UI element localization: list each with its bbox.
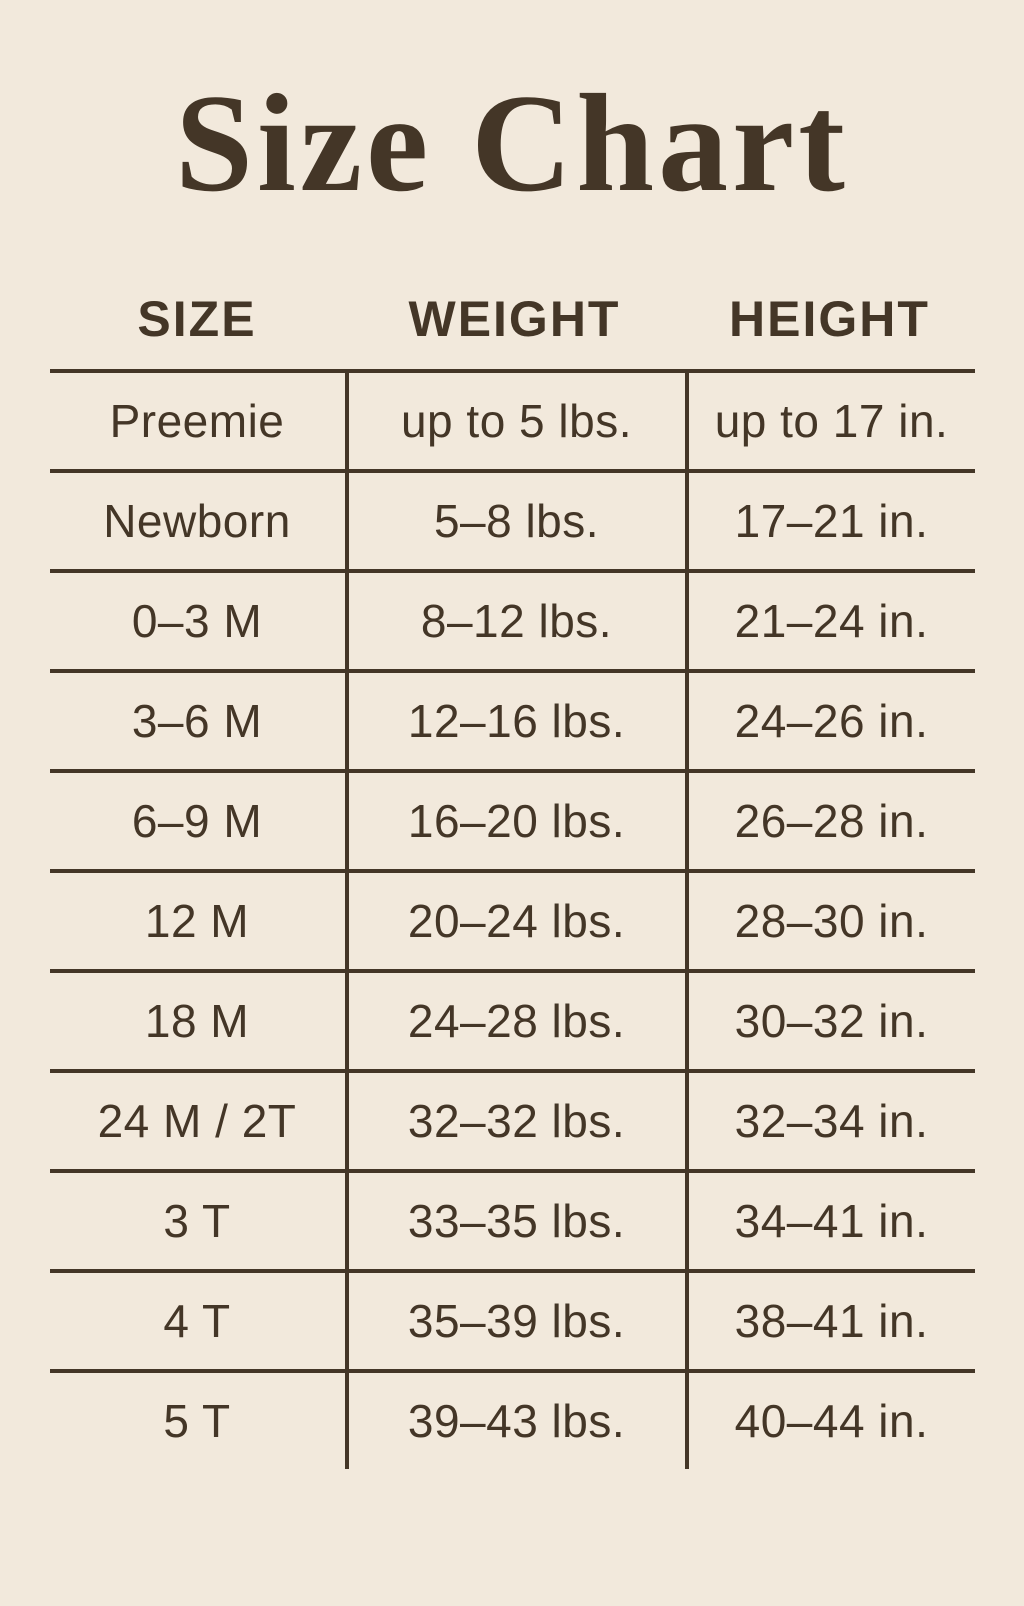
weight-cell: 16–20 lbs. bbox=[344, 769, 685, 869]
height-cell: 32–34 in. bbox=[684, 1069, 975, 1169]
size-chart-page: Size Chart SIZE WEIGHT HEIGHT Preemie up… bbox=[0, 70, 1024, 1606]
height-cell: 24–26 in. bbox=[684, 669, 975, 769]
size-cell: 3–6 M bbox=[49, 669, 345, 769]
column-header-height: HEIGHT bbox=[729, 291, 930, 347]
weight-cell: 20–24 lbs. bbox=[344, 869, 685, 969]
weight-cell: 32–32 lbs. bbox=[344, 1069, 685, 1169]
size-cell: 4 T bbox=[49, 1269, 345, 1369]
size-cell: 12 M bbox=[49, 869, 345, 969]
table-body: Preemie up to 5 lbs. up to 17 in. Newbor… bbox=[49, 369, 975, 1469]
size-chart-table: SIZE WEIGHT HEIGHT Preemie up to 5 lbs. … bbox=[49, 269, 975, 1469]
height-cell: 28–30 in. bbox=[684, 869, 975, 969]
size-cell: 24 M / 2T bbox=[49, 1069, 345, 1169]
weight-cell: 24–28 lbs. bbox=[344, 969, 685, 1069]
page-title: Size Chart bbox=[175, 66, 849, 221]
height-cell: 17–21 in. bbox=[684, 469, 975, 569]
size-cell: 5 T bbox=[49, 1369, 345, 1469]
column-header-weight: WEIGHT bbox=[408, 291, 621, 347]
height-cell: 38–41 in. bbox=[684, 1269, 975, 1369]
weight-cell: 33–35 lbs. bbox=[344, 1169, 685, 1269]
size-cell: Preemie bbox=[49, 369, 345, 469]
size-cell: Newborn bbox=[49, 469, 345, 569]
size-cell: 0–3 M bbox=[49, 569, 345, 669]
weight-cell: 35–39 lbs. bbox=[344, 1269, 685, 1369]
size-cell: 3 T bbox=[49, 1169, 345, 1269]
size-cell: 6–9 M bbox=[49, 769, 345, 869]
height-cell: 34–41 in. bbox=[684, 1169, 975, 1269]
weight-cell: 12–16 lbs. bbox=[344, 669, 685, 769]
height-cell: 21–24 in. bbox=[684, 569, 975, 669]
height-cell: 40–44 in. bbox=[684, 1369, 975, 1469]
weight-cell: up to 5 lbs. bbox=[344, 369, 685, 469]
weight-cell: 8–12 lbs. bbox=[344, 569, 685, 669]
size-cell: 18 M bbox=[49, 969, 345, 1069]
column-header-size: SIZE bbox=[137, 291, 257, 347]
weight-cell: 39–43 lbs. bbox=[344, 1369, 685, 1469]
table-header-row: SIZE WEIGHT HEIGHT bbox=[50, 269, 975, 369]
height-cell: 30–32 in. bbox=[684, 969, 975, 1069]
weight-cell: 5–8 lbs. bbox=[344, 469, 685, 569]
height-cell: 26–28 in. bbox=[684, 769, 975, 869]
height-cell: up to 17 in. bbox=[684, 369, 975, 469]
